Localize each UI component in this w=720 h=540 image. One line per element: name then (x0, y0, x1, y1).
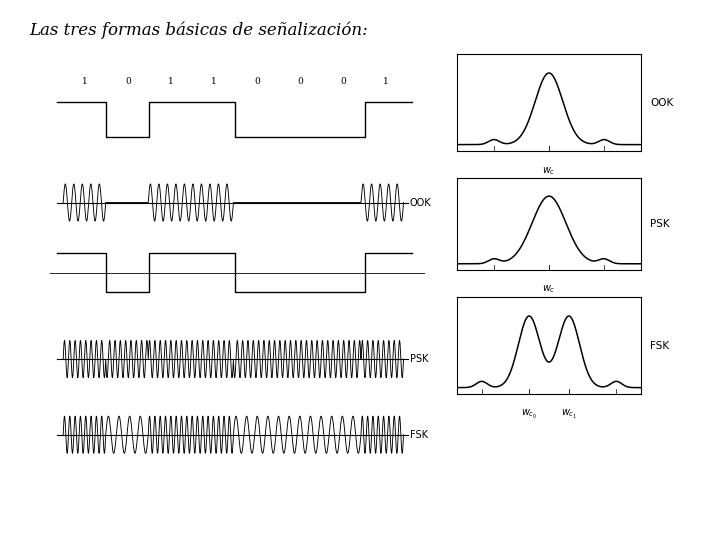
Text: 0: 0 (125, 77, 131, 86)
Text: OOK: OOK (650, 98, 673, 107)
Text: FSK: FSK (650, 341, 669, 350)
Text: 0: 0 (340, 77, 346, 86)
Text: 1: 1 (82, 77, 88, 86)
Text: $w_c$: $w_c$ (542, 283, 556, 295)
Text: PSK: PSK (650, 219, 670, 229)
Text: Las tres formas básicas de señalización:: Las tres formas básicas de señalización: (29, 22, 367, 39)
Text: 0: 0 (297, 77, 303, 86)
Text: 1: 1 (211, 77, 217, 86)
Text: 1: 1 (168, 77, 174, 86)
Text: 0: 0 (254, 77, 260, 86)
Text: PSK: PSK (410, 354, 428, 364)
Text: FSK: FSK (410, 430, 428, 440)
Text: $w_c$: $w_c$ (542, 165, 556, 177)
Text: $w_{c_1}$: $w_{c_1}$ (561, 408, 577, 421)
Text: $w_{c_0}$: $w_{c_0}$ (521, 408, 537, 421)
Text: 1: 1 (383, 77, 389, 86)
Text: OOK: OOK (410, 198, 431, 207)
